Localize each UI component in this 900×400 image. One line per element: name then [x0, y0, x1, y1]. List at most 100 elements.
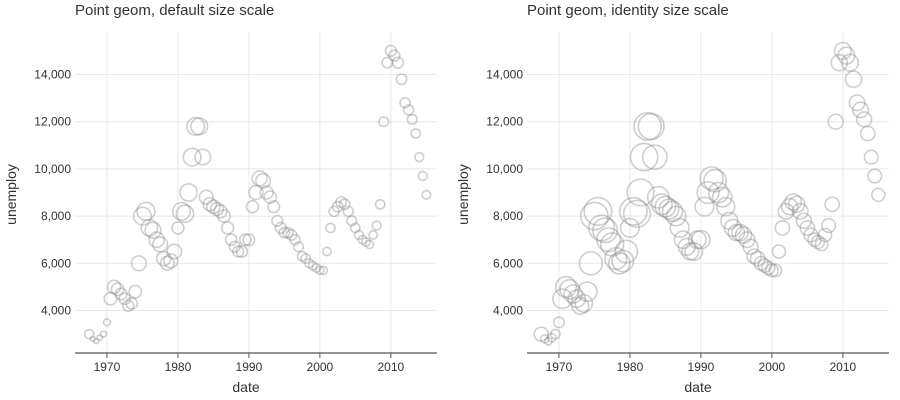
data-point	[410, 128, 422, 139]
data-point	[533, 326, 549, 342]
data-point	[235, 245, 249, 258]
data-point	[406, 113, 418, 125]
data-point	[791, 202, 809, 220]
y-tick-label: 8,000	[493, 209, 523, 223]
chart-title: Point geom, default size scale	[75, 2, 274, 19]
x-tick-label: 1970	[546, 360, 573, 374]
data-point	[155, 250, 172, 267]
data-point	[163, 253, 179, 269]
data-point	[771, 244, 787, 259]
data-point	[125, 297, 139, 310]
data-point	[614, 239, 639, 264]
data-point	[774, 219, 791, 236]
y-tick-label: 8,000	[41, 209, 71, 223]
data-point	[140, 218, 159, 237]
data-point	[574, 293, 594, 313]
data-point	[665, 205, 687, 227]
data-point	[578, 251, 604, 276]
data-point	[795, 212, 813, 230]
data-point	[817, 227, 833, 243]
data-point	[414, 151, 425, 163]
data-point	[711, 186, 733, 208]
y-tick-label: 14,000	[34, 67, 71, 81]
data-point	[761, 260, 776, 276]
data-point	[182, 147, 202, 167]
data-point	[703, 168, 728, 193]
x-tick-label: 1980	[617, 360, 644, 374]
data-point	[727, 223, 746, 242]
data-point	[388, 49, 401, 62]
data-point	[328, 205, 340, 218]
data-point	[592, 217, 619, 244]
data-point	[734, 226, 753, 244]
data-point	[110, 282, 125, 297]
data-point	[346, 215, 358, 227]
data-point	[810, 234, 826, 250]
data-point	[707, 181, 730, 204]
data-point	[304, 258, 315, 269]
data-point	[213, 204, 228, 219]
data-point	[274, 221, 288, 235]
data-point	[206, 199, 221, 215]
data-point	[271, 214, 284, 228]
y-axis-title: unemploy	[455, 164, 471, 225]
data-point	[371, 220, 382, 231]
data-point	[198, 189, 215, 205]
points-layer	[83, 44, 432, 345]
data-point	[96, 334, 104, 342]
chart-panel-1: Point geom, default size scale 4,000 6,000…	[3, 2, 437, 395]
data-point	[863, 149, 879, 165]
data-point	[859, 125, 876, 142]
data-point	[694, 196, 715, 217]
x-tick-label: 2000	[307, 360, 334, 374]
data-point	[399, 97, 411, 109]
data-point	[232, 245, 245, 258]
data-point	[780, 197, 799, 216]
y-tick-label: 4,000	[493, 304, 523, 318]
data-point	[757, 258, 773, 273]
data-point	[353, 229, 365, 241]
data-point	[335, 195, 348, 208]
data-point	[318, 265, 329, 276]
x-tick-label: 2010	[378, 360, 405, 374]
y-axis-title: unemploy	[3, 164, 19, 225]
data-point	[151, 236, 169, 253]
data-point	[251, 170, 268, 187]
data-point	[130, 255, 148, 272]
data-point	[807, 232, 822, 248]
data-point	[607, 251, 631, 275]
data-point	[684, 242, 704, 261]
data-point	[563, 284, 583, 304]
data-point	[814, 237, 829, 252]
data-point	[281, 226, 294, 239]
points-layer	[533, 41, 886, 346]
y-tick-label: 12,000	[486, 115, 523, 129]
data-point	[852, 101, 870, 119]
data-point	[99, 330, 108, 338]
data-point	[784, 193, 803, 211]
y-tick-label: 6,000	[41, 256, 71, 270]
data-point	[175, 204, 195, 224]
data-point	[209, 201, 225, 217]
data-point	[552, 316, 566, 329]
data-point	[378, 116, 390, 128]
data-point	[599, 232, 625, 257]
x-axis-title: date	[232, 379, 259, 395]
data-point	[186, 116, 206, 137]
data-point	[691, 229, 711, 250]
data-point	[555, 275, 578, 298]
data-point	[552, 288, 573, 310]
y-tick-label: 10,000	[34, 162, 71, 176]
data-point	[128, 284, 143, 299]
data-point	[583, 196, 613, 226]
data-point	[746, 248, 763, 265]
data-point	[848, 94, 866, 112]
data-point	[749, 250, 766, 267]
data-point	[93, 337, 100, 345]
data-point	[321, 246, 332, 257]
data-point	[696, 180, 720, 205]
data-point	[357, 234, 368, 245]
x-tick-label: 1970	[94, 360, 121, 374]
data-point	[292, 241, 305, 253]
data-point	[278, 226, 291, 239]
